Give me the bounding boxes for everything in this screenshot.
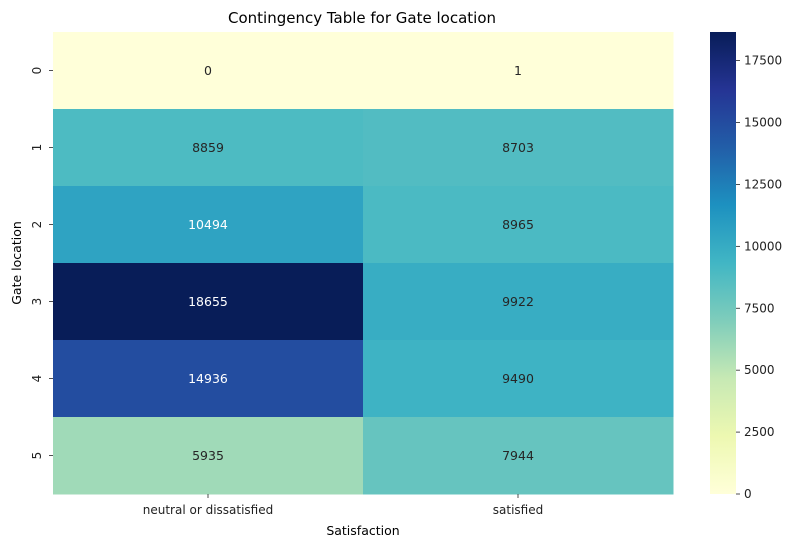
- heatmap-cell: [53, 32, 364, 110]
- heatmap-cell: [53, 340, 364, 418]
- cell-value-label: 5935: [192, 448, 224, 463]
- colorbar-tick-label: 15000: [744, 116, 782, 130]
- y-tick-label: 2: [30, 221, 44, 229]
- colorbar-tick-label: 10000: [744, 239, 782, 253]
- heatmap-cell: [363, 263, 674, 341]
- heatmap-cell: [53, 109, 364, 187]
- cell-value-label: 8859: [192, 140, 224, 155]
- colorbar-tick-label: 5000: [744, 363, 775, 377]
- y-tick-label: 0: [30, 67, 44, 75]
- cell-value-label: 8703: [502, 140, 534, 155]
- x-tick-label: satisfied: [493, 503, 543, 517]
- x-axis-label: Satisfaction: [326, 523, 399, 538]
- cell-value-label: 1: [514, 63, 522, 78]
- colorbar-tick-label: 2500: [744, 425, 775, 439]
- y-tick-label: 1: [30, 144, 44, 152]
- colorbar-tick-label: 17500: [744, 54, 782, 68]
- cell-value-label: 9490: [502, 371, 534, 386]
- heatmap-cell: [53, 263, 364, 341]
- heatmap-cell: [363, 417, 674, 495]
- cell-value-label: 9922: [502, 294, 534, 309]
- heatmap-cell: [363, 340, 674, 418]
- colorbar-ticks: 0 2500 5000 7500 10000 12500 15000 17500: [736, 54, 782, 501]
- cell-value-label: 0: [204, 63, 212, 78]
- heatmap-cell-labels: 0 1 8859 8703 10494 8965 18655 9922 14936 9490 593…: [188, 63, 534, 463]
- y-tick-label: 4: [30, 375, 44, 383]
- cell-value-label: 7944: [502, 448, 534, 463]
- cell-value-label: 18655: [188, 294, 228, 309]
- heatmap-cell: [53, 186, 364, 264]
- heatmap-cell: [363, 109, 674, 187]
- y-tick-label: 5: [30, 452, 44, 460]
- cell-value-label: 10494: [188, 217, 228, 232]
- y-axis-ticks: 0 1 2 3 4 5: [30, 67, 53, 460]
- heatmap-cell: [53, 417, 364, 495]
- colorbar-tick-label: 12500: [744, 177, 782, 191]
- y-axis-label: Gate location: [9, 221, 24, 305]
- colorbar: [710, 32, 736, 494]
- cell-value-label: 8965: [502, 217, 534, 232]
- chart-title: Contingency Table for Gate location: [228, 9, 496, 27]
- x-axis-ticks: neutral or dissatisfied satisfied: [143, 494, 543, 517]
- x-tick-label: neutral or dissatisfied: [143, 503, 273, 517]
- cell-value-label: 14936: [188, 371, 228, 386]
- colorbar-tick-label: 0: [744, 487, 752, 501]
- colorbar-tick-label: 7500: [744, 301, 775, 315]
- heatmap-cells: [53, 32, 674, 495]
- y-tick-label: 3: [30, 298, 44, 306]
- heatmap-cell: [363, 186, 674, 264]
- heatmap-cell: [363, 32, 674, 110]
